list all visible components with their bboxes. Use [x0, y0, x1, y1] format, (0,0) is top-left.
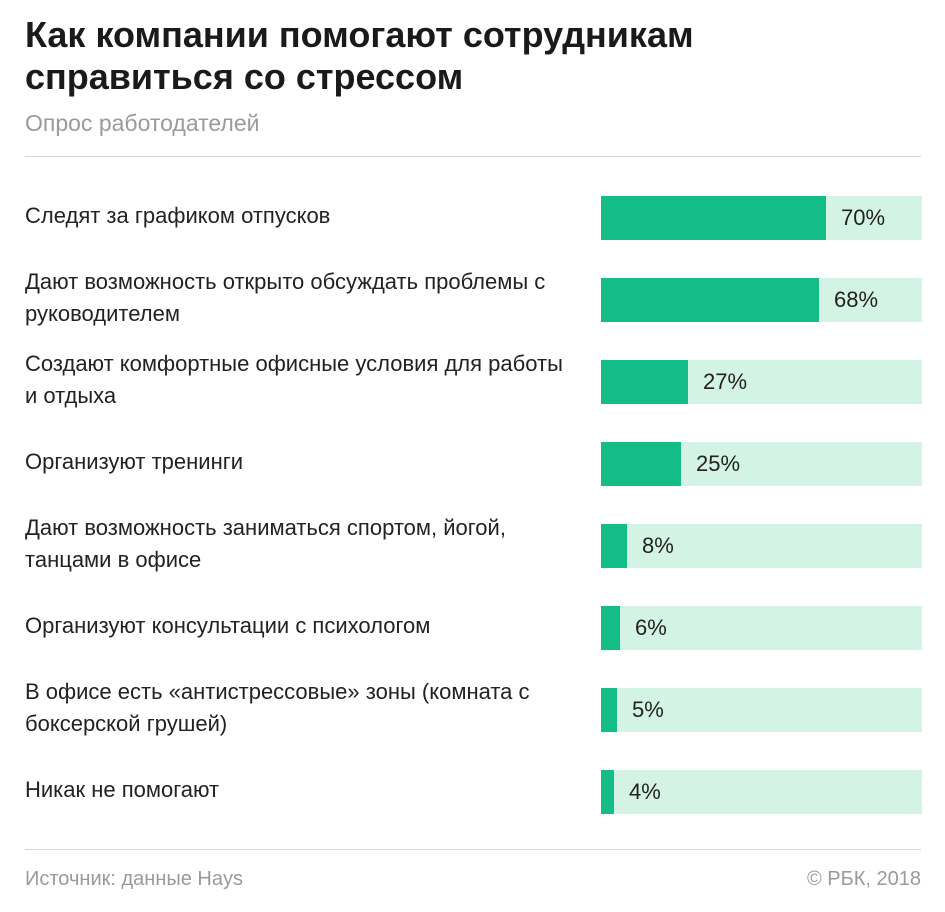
- bar: [601, 770, 614, 814]
- bar: [601, 606, 620, 650]
- bar-row: Создают комфортные офисные условия для р…: [0, 341, 945, 423]
- bar-row: Организуют тренинги 25%: [0, 423, 945, 505]
- category-label: Никак не помогают: [25, 777, 220, 802]
- bar: [601, 196, 826, 240]
- bar-row: Следят за графиком отпусков 70%: [0, 177, 945, 259]
- bar-track: 6%: [601, 606, 922, 650]
- bar: [601, 688, 617, 732]
- bar: [601, 278, 819, 322]
- data-label: 5%: [632, 697, 664, 722]
- category-label: Следят за графиком отпусков: [25, 203, 331, 228]
- bar-track: 8%: [601, 524, 922, 568]
- category-label: Организуют консультации с психологом: [25, 613, 431, 638]
- bar-track: 4%: [601, 770, 922, 814]
- category-label: Дают возможность открыто обсуждать пробл…: [25, 269, 546, 326]
- category-label: Дают возможность заниматься спортом, йог…: [25, 515, 506, 572]
- header-divider: [25, 156, 921, 157]
- data-label: 6%: [635, 615, 667, 640]
- chart-title: Как компании помогают сотрудникам справи…: [25, 14, 694, 97]
- bar-track: 25%: [601, 442, 922, 486]
- data-label: 27%: [703, 369, 748, 394]
- bar-row: В офисе есть «антистрессовые» зоны (комн…: [0, 669, 945, 751]
- bar-row: Никак не помогают 4%: [0, 751, 945, 833]
- bar-track: 5%: [601, 688, 922, 732]
- data-label: 8%: [642, 533, 674, 558]
- category-label: Создают комфортные офисные условия для р…: [25, 351, 563, 408]
- bar-track: 68%: [601, 278, 922, 322]
- category-label: Организуют тренинги: [25, 449, 244, 474]
- data-label: 68%: [834, 287, 879, 312]
- bar: [601, 524, 627, 568]
- category-label: В офисе есть «антистрессовые» зоны (комн…: [25, 679, 530, 736]
- chart-subtitle: Опрос работодателей: [25, 110, 260, 136]
- bar-row: Организуют консультации с психологом 6%: [0, 587, 945, 669]
- copyright-note: © РБК, 2018: [806, 868, 921, 890]
- bar: [601, 442, 681, 486]
- source-note: Источник: данные Hays: [25, 868, 243, 890]
- bar-row: Дают возможность открыто обсуждать пробл…: [0, 259, 945, 341]
- bar-track: 27%: [601, 360, 922, 404]
- data-label: 25%: [696, 451, 741, 476]
- bar-row: Дают возможность заниматься спортом, йог…: [0, 505, 945, 587]
- bar: [601, 360, 688, 404]
- data-label: 70%: [841, 205, 886, 230]
- data-label: 4%: [629, 779, 661, 804]
- bar-track: 70%: [601, 196, 922, 240]
- footer-divider: [25, 849, 921, 850]
